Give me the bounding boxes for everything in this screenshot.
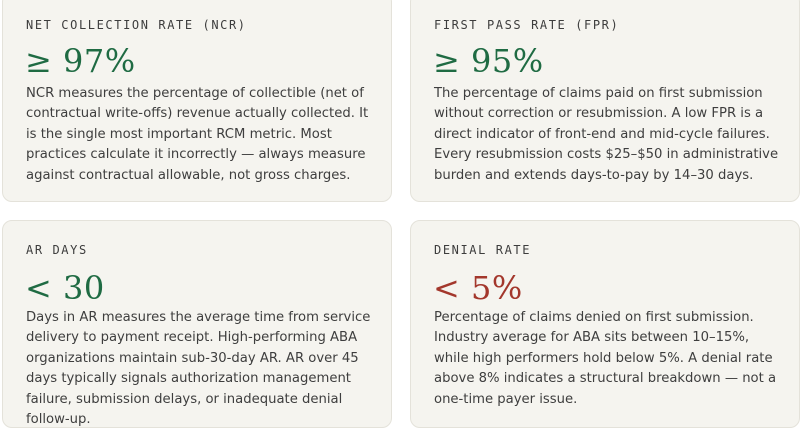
metric-value: < 30: [25, 269, 105, 307]
metric-card-ncr: NET COLLECTION RATE (NCR) ≥ 97% NCR meas…: [2, 0, 392, 202]
metric-description: NCR measures the percentage of collectib…: [26, 86, 369, 183]
metric-description: The percentage of claims paid on first s…: [434, 86, 779, 183]
metric-label: DENIAL RATE: [434, 243, 532, 257]
metric-card-fpr: FIRST PASS RATE (FPR) ≥ 95% The percenta…: [410, 0, 800, 202]
metric-value: ≥ 97%: [25, 42, 136, 80]
metric-value: < 5%: [433, 269, 523, 307]
metric-label: FIRST PASS RATE (FPR): [434, 18, 620, 32]
metric-label: AR DAYS: [26, 243, 88, 257]
metric-value: ≥ 95%: [433, 42, 544, 80]
metric-card-denial-rate: DENIAL RATE < 5% Percentage of claims de…: [410, 220, 800, 428]
metric-description: Days in AR measures the average time fro…: [26, 310, 371, 428]
metric-label: NET COLLECTION RATE (NCR): [26, 18, 247, 32]
metric-description: Percentage of claims denied on first sub…: [434, 310, 777, 407]
metric-card-ar-days: AR DAYS < 30 Days in AR measures the ave…: [2, 220, 392, 428]
